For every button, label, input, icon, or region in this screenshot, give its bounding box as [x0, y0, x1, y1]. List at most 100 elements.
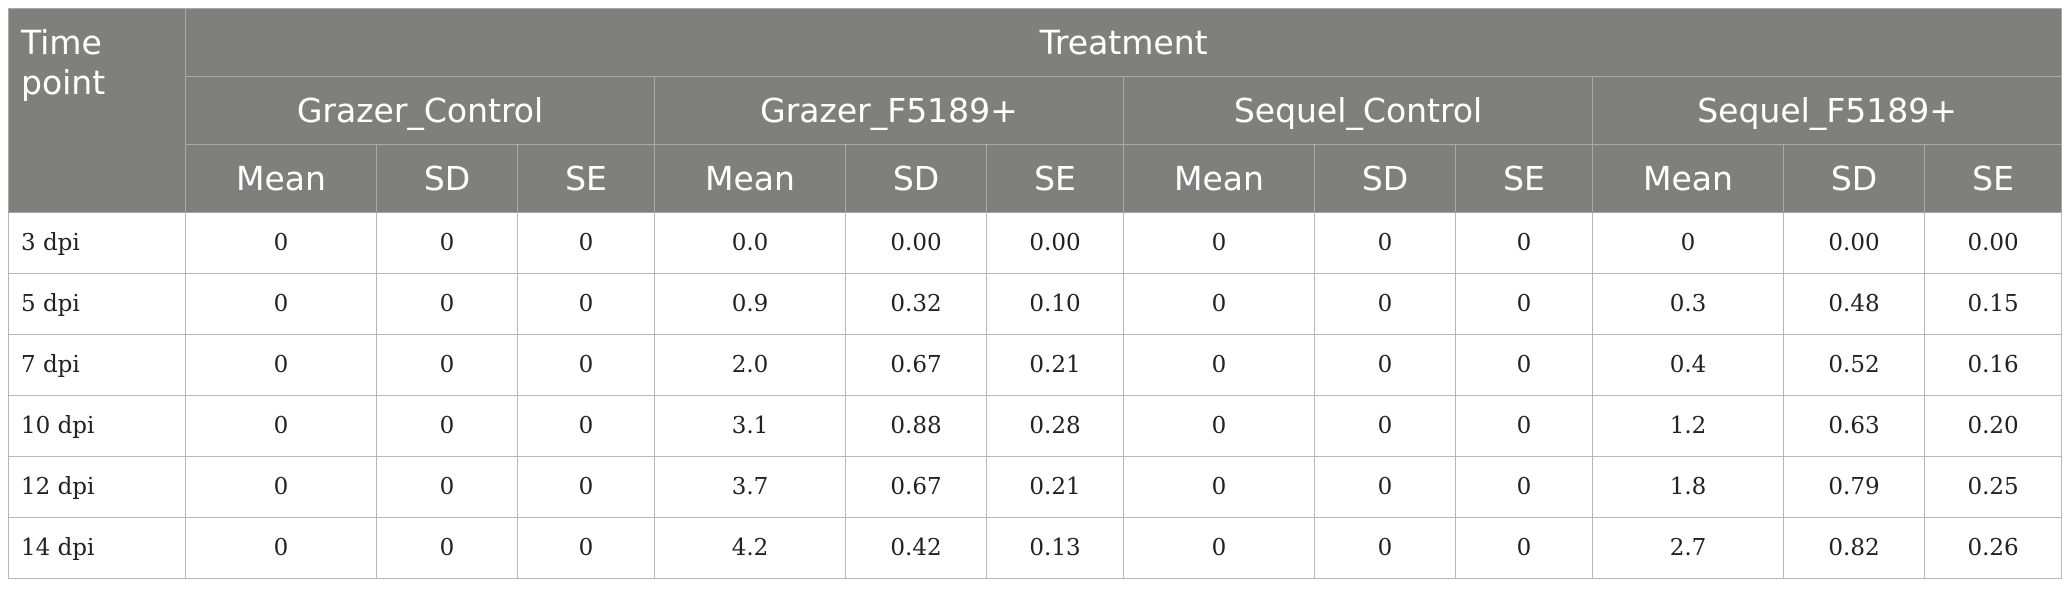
header-stat-sd: SD	[845, 144, 987, 213]
table-row: 12 dpi 0 0 0 3.7 0.67 0.21 0 0 0 1.8 0.79 0.25	[8, 456, 2063, 518]
table-row: 5 dpi 0 0 0 0.9 0.32 0.10 0 0 0 0.3 0.48 0.15	[8, 273, 2063, 335]
value-cell: 0.00	[1783, 212, 1925, 274]
value-cell: 3.7	[654, 456, 846, 518]
value-cell: 0	[185, 517, 377, 579]
value-cell: 0.16	[1923, 334, 2063, 396]
value-cell: 0.15	[1923, 273, 2063, 335]
header-group-grazer-control: Grazer_Control	[185, 76, 655, 145]
value-cell: 0	[1455, 273, 1593, 335]
header-row-stats: Mean SD SE Mean SD SE Mean SD SE Mean SD…	[9, 144, 2063, 213]
header-stat-sd: SD	[376, 144, 518, 213]
header-stat-mean: Mean	[654, 144, 846, 213]
header-stat-se: SE	[986, 144, 1124, 213]
time-point-cell: 5 dpi	[8, 273, 186, 335]
value-cell: 0.52	[1783, 334, 1925, 396]
header-stat-se: SE	[1455, 144, 1593, 213]
value-cell: 2.7	[1592, 517, 1784, 579]
value-cell: 0.32	[845, 273, 987, 335]
table-row: 10 dpi 0 0 0 3.1 0.88 0.28 0 0 0 1.2 0.63 0.20	[8, 395, 2063, 457]
time-point-cell: 14 dpi	[8, 517, 186, 579]
value-cell: 0	[185, 212, 377, 274]
header-group-grazer-f5189: Grazer_F5189+	[654, 76, 1124, 145]
value-cell: 0	[517, 273, 655, 335]
value-cell: 0	[376, 273, 518, 335]
value-cell: 0.20	[1923, 395, 2063, 457]
data-table-container: Time point Treatment Grazer_Control Graz…	[8, 8, 2063, 579]
value-cell: 0.21	[986, 456, 1124, 518]
value-cell: 0	[1123, 517, 1315, 579]
value-cell: 0	[1123, 212, 1315, 274]
value-cell: 0	[1592, 212, 1784, 274]
time-point-cell: 12 dpi	[8, 456, 186, 518]
value-cell: 0	[185, 456, 377, 518]
value-cell: 0	[1123, 334, 1315, 396]
value-cell: 0.00	[845, 212, 987, 274]
table-body: 3 dpi 0 0 0 0.0 0.00 0.00 0 0 0 0 0.00 0.00 5 dpi 0 0 0 0…	[8, 212, 2063, 579]
value-cell: 0	[517, 212, 655, 274]
value-cell: 0.28	[986, 395, 1124, 457]
time-point-cell: 10 dpi	[8, 395, 186, 457]
value-cell: 0.13	[986, 517, 1124, 579]
value-cell: 0	[1455, 395, 1593, 457]
header-stat-sd: SD	[1314, 144, 1456, 213]
value-cell: 0.63	[1783, 395, 1925, 457]
value-cell: 0	[1123, 395, 1315, 457]
value-cell: 0.48	[1783, 273, 1925, 335]
value-cell: 0.10	[986, 273, 1124, 335]
value-cell: 0.4	[1592, 334, 1784, 396]
value-cell: 0	[1123, 456, 1315, 518]
value-cell: 0	[1455, 456, 1593, 518]
value-cell: 0.25	[1923, 456, 2063, 518]
value-cell: 0	[376, 212, 518, 274]
value-cell: 0	[185, 334, 377, 396]
value-cell: 0	[376, 517, 518, 579]
value-cell: 0.0	[654, 212, 846, 274]
value-cell: 2.0	[654, 334, 846, 396]
value-cell: 0	[1314, 273, 1456, 335]
header-group-sequel-control: Sequel_Control	[1123, 76, 1593, 145]
value-cell: 0	[185, 273, 377, 335]
value-cell: 0.00	[1923, 212, 2063, 274]
value-cell: 1.2	[1592, 395, 1784, 457]
value-cell: 0.67	[845, 334, 987, 396]
header-group-sequel-f5189: Sequel_F5189+	[1591, 76, 2063, 145]
header-time-point: Time point	[8, 8, 186, 213]
header-treatment: Treatment	[184, 8, 2063, 77]
value-cell: 1.8	[1592, 456, 1784, 518]
table-row: 14 dpi 0 0 0 4.2 0.42 0.13 0 0 0 2.7 0.82 0.26	[8, 517, 2063, 579]
value-cell: 0	[1314, 212, 1456, 274]
value-cell: 0	[517, 395, 655, 457]
value-cell: 0	[517, 456, 655, 518]
table-header: Time point Treatment Grazer_Control Graz…	[8, 8, 2063, 213]
value-cell: 0.3	[1592, 273, 1784, 335]
value-cell: 0	[376, 395, 518, 457]
value-cell: 0.79	[1783, 456, 1925, 518]
value-cell: 0	[376, 334, 518, 396]
value-cell: 0.82	[1783, 517, 1925, 579]
value-cell: 0	[1314, 334, 1456, 396]
value-cell: 0	[1455, 517, 1593, 579]
value-cell: 0	[376, 456, 518, 518]
time-point-cell: 3 dpi	[8, 212, 186, 274]
value-cell: 0	[517, 334, 655, 396]
value-cell: 0	[517, 517, 655, 579]
table-row: 7 dpi 0 0 0 2.0 0.67 0.21 0 0 0 0.4 0.52 0.16	[8, 334, 2063, 396]
header-stat-mean: Mean	[1123, 144, 1315, 213]
value-cell: 0.26	[1923, 517, 2063, 579]
value-cell: 0.9	[654, 273, 846, 335]
value-cell: 0	[1455, 212, 1593, 274]
value-cell: 0.42	[845, 517, 987, 579]
header-stat-mean: Mean	[1592, 144, 1784, 213]
value-cell: 4.2	[654, 517, 846, 579]
value-cell: 0	[1455, 334, 1593, 396]
value-cell: 0	[1123, 273, 1315, 335]
value-cell: 0	[185, 395, 377, 457]
header-row-treatment: Time point Treatment	[8, 8, 2063, 213]
header-row-groups: Grazer_Control Grazer_F5189+ Sequel_Cont…	[9, 76, 2063, 145]
value-cell: 0.21	[986, 334, 1124, 396]
header-stat-se: SE	[517, 144, 655, 213]
value-cell: 0.88	[845, 395, 987, 457]
value-cell: 3.1	[654, 395, 846, 457]
value-cell: 0	[1314, 456, 1456, 518]
table-row: 3 dpi 0 0 0 0.0 0.00 0.00 0 0 0 0 0.00 0.00	[8, 212, 2063, 274]
